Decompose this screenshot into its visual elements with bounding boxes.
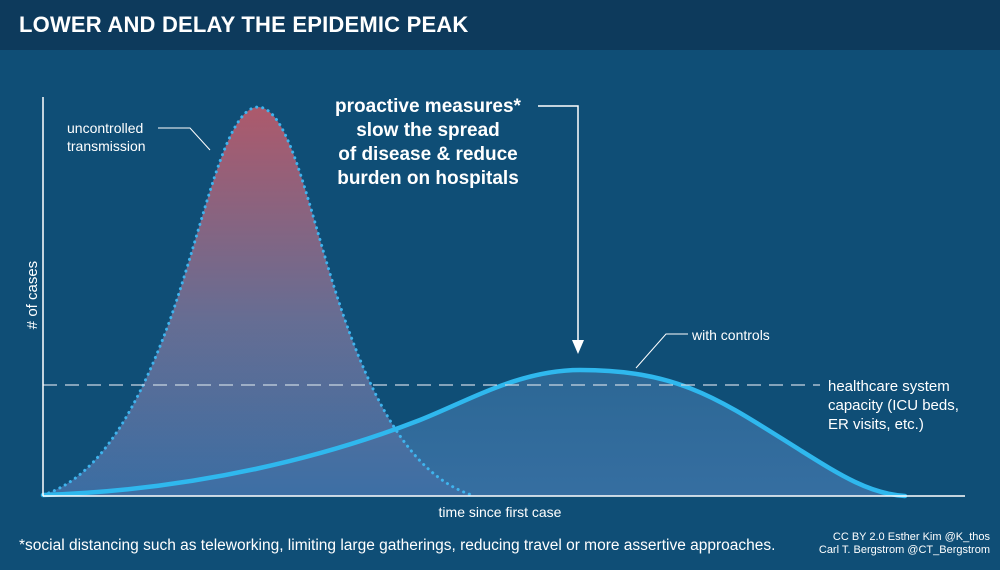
callout-line3: of disease & reduce [338,144,518,165]
page-title: LOWER AND DELAY THE EPIDEMIC PEAK [19,12,469,37]
capacity-label-line3: ER visits, etc.) [828,416,924,433]
callout-arrowhead [572,340,584,354]
credits-line2: Carl T. Bergstrom @CT_Bergstrom [818,544,990,556]
callout-arrow-line [538,105,579,340]
uncontrolled-leader-line [158,127,211,151]
credits-line1: CC BY 2.0 Esther Kim @K_thos [832,531,990,543]
controlled-curve-line [40,367,908,499]
callout-line2: slow the spread [356,120,500,141]
capacity-label-line1: healthcare system [828,378,950,395]
uncontrolled-label-line2: transmission [67,138,146,154]
callout-line1: proactive measures* [335,96,521,117]
y-axis-label: # of cases [24,261,41,329]
footnote: *social distancing such as teleworking, … [19,537,776,554]
uncontrolled-curve-line [41,105,477,498]
controlled-label: with controls [691,327,770,343]
controlled-curve-fill [43,370,905,496]
controlled-leader-line [635,333,688,369]
uncontrolled-curve-fill [43,107,475,496]
capacity-label-line2: capacity (ICU beds, [828,397,959,414]
uncontrolled-label-line1: uncontrolled [67,120,143,136]
title-bar: LOWER AND DELAY THE EPIDEMIC PEAK [0,0,1000,50]
credits: CC BY 2.0 Esther Kim @K_thos Carl T. Ber… [819,531,990,557]
x-axis-label: time since first case [439,504,562,520]
callout-line4: burden on hospitals [337,168,519,189]
